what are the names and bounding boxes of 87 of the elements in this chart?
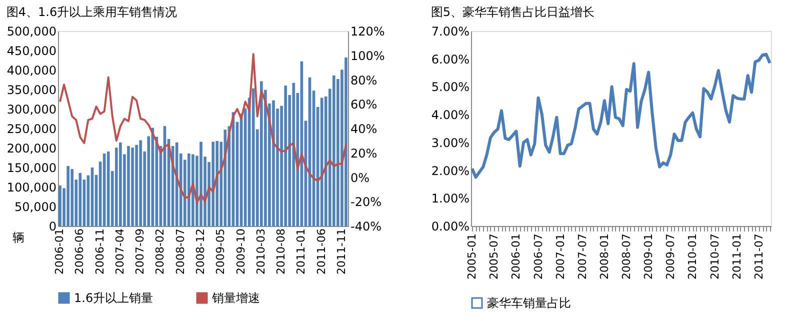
y-tick-label: 500,000: [6, 24, 56, 38]
x-tick-label: 2007-07: [576, 234, 589, 280]
y-tick-label: 250,000: [6, 122, 56, 136]
y-tick-label: 7.00%: [431, 24, 470, 38]
line-series: [470, 52, 772, 179]
line-series: [59, 53, 347, 204]
y-axis-title: 辆: [12, 230, 24, 244]
y-tick-label: 50,000: [14, 200, 56, 214]
x-tick-label: 2009-01: [642, 234, 656, 280]
y-tick-label: 400,000: [6, 64, 56, 78]
y2-tick-label: 100%: [350, 48, 385, 63]
y-tick-label: 1.00%: [431, 192, 470, 206]
x-tick-label: 2008-07: [620, 234, 634, 280]
bar: [216, 140, 219, 226]
bar: [131, 148, 134, 226]
chart-title: 图5、豪华车销售占比日益增长: [430, 5, 595, 19]
bar: [200, 142, 202, 226]
bar: [78, 172, 82, 226]
bar: [212, 142, 214, 226]
bar: [292, 82, 296, 226]
x-tick-label: 2007-09: [134, 228, 147, 274]
legend-label: 销量增速: [211, 291, 260, 305]
y2-tick-label: 120%: [350, 24, 385, 38]
bar: [151, 128, 154, 226]
bar: [252, 88, 255, 226]
x-tick-label: 2008-01: [598, 234, 611, 280]
legend-label: 1.6升以上销量: [74, 291, 154, 305]
y-tick-label: 3.00%: [431, 136, 470, 150]
x-tick-label: 2008-12: [194, 228, 207, 274]
bar: [192, 154, 194, 226]
bar: [70, 169, 74, 226]
y-tick-label: 2.00%: [431, 164, 470, 178]
legend-label: 豪华车销量占比: [487, 296, 571, 310]
bar: [187, 153, 190, 226]
bar: [332, 75, 336, 226]
bar: [260, 81, 263, 226]
y2-tick-label: -20%: [350, 195, 382, 210]
bar: [106, 152, 110, 226]
x-tick-label: 2011-07: [752, 234, 766, 280]
bar: [66, 166, 70, 226]
y-tick-label: 100,000: [6, 180, 56, 194]
bar: [127, 146, 130, 226]
y-tick-label: 0.00%: [431, 220, 470, 234]
bar: [344, 58, 348, 226]
bar: [139, 140, 142, 226]
y-tick-label: 300,000: [6, 102, 56, 116]
bar: [119, 142, 122, 226]
y-tick-label: 0: [48, 220, 56, 234]
x-tick-label: 2006-11: [93, 228, 106, 274]
x-tick-label: 2010-01: [686, 234, 700, 280]
x-tick-label: 2011-11: [334, 228, 348, 274]
x-tick-label: 2007-01: [554, 234, 567, 280]
x-tick-label: 2010-03: [254, 228, 268, 274]
x-tick-label: 2011-06: [314, 228, 328, 274]
y-tick-label: 150,000: [6, 161, 56, 175]
x-tick-label: 2005-07: [488, 234, 501, 280]
y-tick-label: 450,000: [6, 44, 56, 58]
x-tick-label: 2009-05: [214, 228, 228, 274]
y-tick-label: 200,000: [6, 142, 56, 156]
y2-tick-label: 20%: [350, 146, 378, 160]
x-tick-label: 2011-01: [730, 234, 744, 280]
x-tick-label: 2007-04: [113, 228, 126, 274]
x-tick-label: 2006-01: [510, 234, 523, 280]
x-tick-label: 2010-08: [274, 228, 288, 274]
y-tick-label: 5.00%: [431, 80, 470, 94]
y2-tick-label: 80%: [350, 73, 378, 88]
y-tick-label: 6.00%: [431, 52, 470, 66]
y2-tick-label: 60%: [350, 98, 378, 112]
x-tick-label: 2006-06: [73, 228, 86, 274]
bar: [272, 100, 275, 226]
x-tick-label: 2009-10: [234, 228, 248, 274]
x-tick-label: 2011-01: [294, 228, 308, 274]
x-tick-label: 2010-07: [708, 234, 722, 280]
y-tick-label: 350,000: [6, 83, 56, 97]
bar: [58, 185, 62, 226]
x-tick-label: 2008-07: [174, 228, 187, 274]
chart-title: 图4、1.6升以上乘用车销售情况: [6, 5, 178, 19]
y2-tick-label: 0%: [350, 170, 370, 185]
bar: [224, 130, 227, 226]
y-tick-label: 4.00%: [431, 108, 470, 122]
x-tick-label: 2006-07: [532, 234, 545, 280]
y2-tick-label: -40%: [350, 220, 382, 234]
x-tick-label: 2009-07: [664, 234, 678, 280]
x-tick-label: 2008-02: [154, 228, 167, 274]
bar: [284, 86, 287, 226]
y2-tick-label: 40%: [350, 122, 378, 136]
x-tick-label: 2005-01: [466, 234, 479, 280]
